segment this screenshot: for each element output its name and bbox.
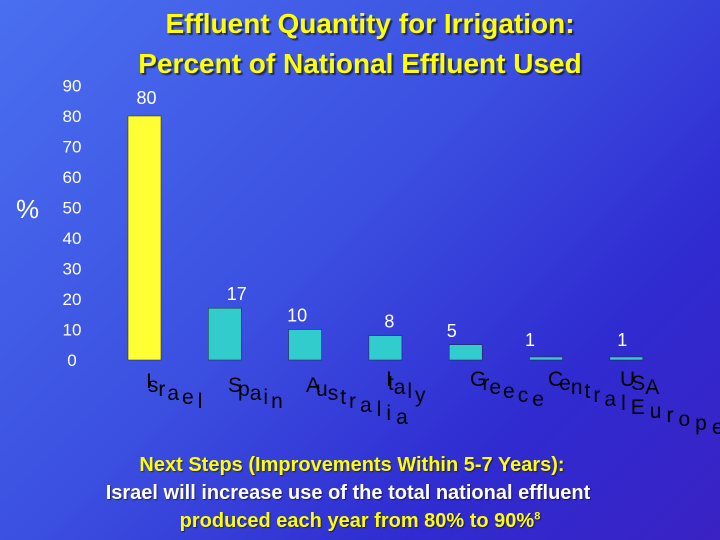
- bar: [448, 344, 483, 361]
- data-label: 5: [447, 321, 457, 341]
- next-steps-line-2: Israel will increase use of the total na…: [105, 482, 591, 504]
- data-label: 1: [525, 330, 535, 350]
- category-label: Spai n: [228, 374, 283, 413]
- category-label: Isra e l: [146, 370, 202, 413]
- bar: [368, 335, 403, 361]
- bars: [127, 115, 644, 361]
- y-tick-label: 90: [63, 77, 82, 96]
- chart-title: Effluent Quantity for Irrigation:: [165, 8, 575, 39]
- y-tick-label: 80: [63, 107, 82, 126]
- data-label: 10: [287, 306, 307, 326]
- bar: [208, 307, 242, 361]
- footnote-mark: 8: [534, 510, 541, 523]
- category-label: USA: [620, 368, 659, 399]
- y-tick-label: 70: [63, 138, 82, 157]
- category-label: Aust r a l i a: [306, 374, 408, 429]
- bar: [127, 115, 162, 361]
- data-label: 1: [617, 330, 627, 350]
- category-label: Gree c e: [470, 368, 544, 411]
- data-label: 17: [227, 284, 247, 304]
- y-tick-label: 0: [67, 351, 76, 370]
- y-tick-label: 40: [63, 229, 82, 248]
- chart-subtitle: Percent of National Effluent Used: [138, 48, 582, 79]
- next-steps-heading: Next Steps (Improvements Within 5-7 Year…: [139, 454, 565, 476]
- y-tick-label: 20: [63, 290, 82, 309]
- y-tick-label: 50: [63, 199, 82, 218]
- category-label: Ital y: [386, 368, 426, 407]
- bar: [529, 356, 563, 361]
- y-tick-label: 60: [63, 168, 82, 187]
- bar: [609, 356, 644, 361]
- y-axis-label: %: [16, 194, 39, 224]
- data-labels: 80 17 10 8 5 1 1: [136, 88, 627, 350]
- y-tick-label: 10: [63, 321, 82, 340]
- data-label: 80: [136, 88, 156, 108]
- y-axis-ticks: 0 10 20 30 40 50 60 70 80 90: [63, 77, 82, 371]
- bar: [288, 329, 322, 361]
- y-tick-label: 30: [63, 260, 82, 279]
- data-label: 8: [384, 312, 394, 332]
- next-steps-line-3-text: produced each year from 80% to 90%: [179, 510, 535, 532]
- next-steps-line-3: produced each year from 80% to 90%8: [0, 510, 720, 533]
